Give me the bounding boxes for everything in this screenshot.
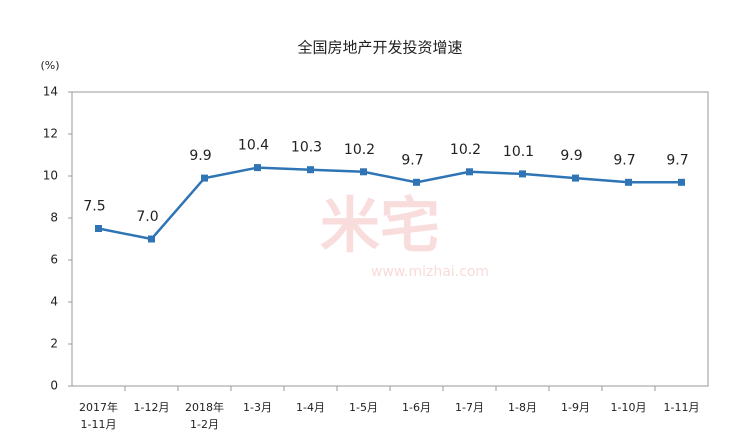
- point: [413, 178, 420, 186]
- chart-title: 全国房地产开发投资增速: [297, 39, 462, 57]
- watermark-brand: 米宅: [320, 192, 440, 262]
- x-tick-label: 1-3月: [243, 401, 272, 414]
- point: [625, 178, 632, 186]
- data-label: 10.3: [291, 140, 322, 156]
- y-tick-label: 6: [50, 253, 58, 267]
- point: [254, 164, 261, 172]
- y-tick-label: 14: [43, 85, 58, 99]
- data-label: 7.5: [83, 199, 105, 215]
- x-tick-label: 1-6月: [402, 401, 431, 414]
- data-label: 9.9: [560, 148, 582, 164]
- y-tick-label: 8: [50, 211, 58, 225]
- data-label: 7.0: [136, 209, 158, 225]
- data-label: 9.7: [613, 152, 635, 168]
- data-label: 10.2: [450, 142, 481, 158]
- point: [360, 168, 367, 176]
- y-unit: (%): [40, 59, 59, 72]
- data-label: 10.1: [503, 144, 534, 160]
- y-tick-label: 12: [43, 127, 58, 141]
- data-label: 9.9: [189, 148, 211, 164]
- point: [519, 170, 526, 178]
- y-tick-label: 4: [50, 295, 58, 309]
- data-label: 10.2: [344, 142, 375, 158]
- x-tick-label: 1-4月: [296, 401, 325, 414]
- data-label: 9.7: [666, 152, 688, 168]
- point: [572, 174, 579, 182]
- x-tick-label: 1-9月: [561, 401, 590, 414]
- point: [148, 235, 155, 243]
- x-tick-label: 1-5月: [349, 401, 378, 414]
- x-tick-label: 1-10月: [611, 401, 647, 414]
- point: [95, 225, 102, 232]
- x-tick-label: 1-11月: [664, 401, 700, 414]
- y-tick-label: 2: [50, 337, 58, 351]
- x-tick-label: 1-12月: [134, 401, 170, 414]
- x-tick-label: 1-7月: [455, 401, 484, 414]
- point: [201, 174, 208, 182]
- x-tick-label: 2018年 1-2月: [185, 400, 224, 431]
- y-tick-label: 0: [50, 379, 58, 393]
- x-tick-label: 1-8月: [508, 401, 537, 414]
- y-tick-label: 10: [43, 169, 58, 183]
- point: [307, 166, 314, 174]
- series-line: [98, 166, 682, 241]
- point: [678, 178, 685, 186]
- data-label: 10.4: [238, 138, 269, 154]
- watermark-url: www.mizhai.com: [371, 264, 489, 280]
- point: [466, 168, 473, 176]
- x-tick-label: 2017年 1-11月: [79, 400, 118, 431]
- data-label: 9.7: [401, 152, 423, 168]
